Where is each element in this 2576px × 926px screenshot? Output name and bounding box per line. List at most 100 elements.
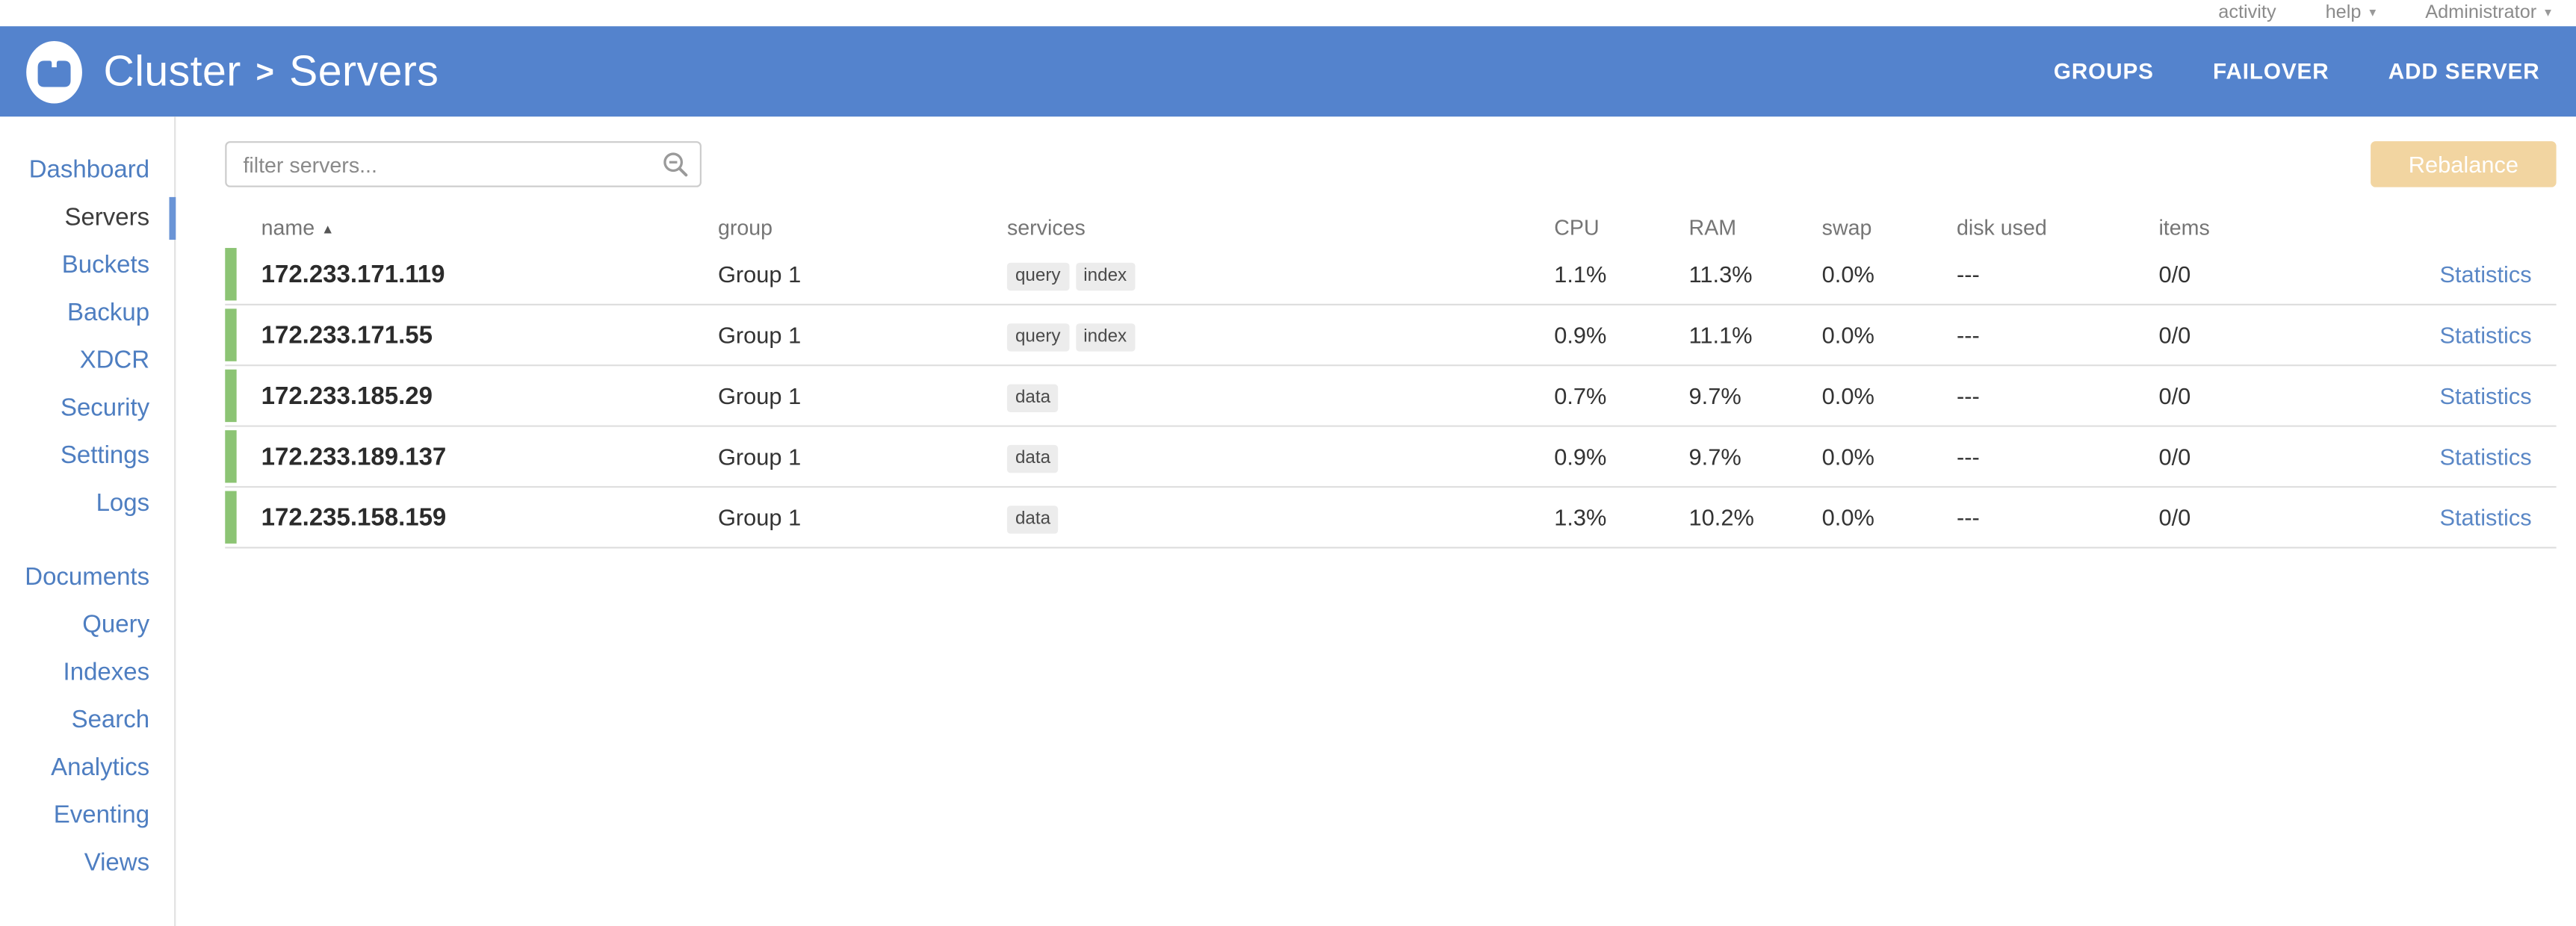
column-header-cpu[interactable]: CPU — [1554, 214, 1688, 239]
service-badge: query — [1007, 262, 1069, 290]
server-ram: 10.2% — [1689, 504, 1822, 530]
statistics-link[interactable]: Statistics — [2439, 322, 2531, 348]
administrator-menu-label: Administrator — [2425, 0, 2536, 26]
server-ram: 9.7% — [1689, 444, 1822, 470]
column-header-services[interactable]: services — [1007, 214, 1554, 239]
sidebar-item-buckets[interactable]: Buckets — [0, 241, 174, 289]
column-header-items[interactable]: items — [2158, 214, 2388, 239]
server-swap: 0.0% — [1822, 504, 1957, 530]
administrator-menu[interactable]: Administrator ▾ — [2425, 0, 2551, 26]
sidebar-nav: Dashboard Servers Buckets Backup XDCR Se… — [0, 116, 176, 926]
sidebar-item-views[interactable]: Views — [0, 839, 174, 887]
server-items: 0/0 — [2158, 322, 2388, 348]
server-cpu: 0.9% — [1554, 322, 1688, 348]
server-ram: 9.7% — [1689, 382, 1822, 408]
server-swap: 0.0% — [1822, 444, 1957, 470]
column-header-name[interactable]: name▲ — [225, 214, 718, 239]
couchbase-logo-icon — [22, 37, 87, 105]
server-name: 172.235.158.159 — [225, 503, 718, 531]
failover-button[interactable]: FAILOVER — [2213, 59, 2329, 84]
server-services: queryindex — [1007, 258, 1554, 290]
sidebar-item-label: Servers — [64, 204, 149, 232]
server-row[interactable]: 172.233.171.119 Group 1 queryindex 1.1% … — [225, 245, 2556, 305]
sidebar-item-eventing[interactable]: Eventing — [0, 792, 174, 839]
app-header: Cluster > Servers GROUPS FAILOVER ADD SE… — [0, 26, 2576, 116]
server-group: Group 1 — [718, 444, 1007, 470]
sidebar-item-label: XDCR — [80, 347, 149, 374]
column-header-label: swap — [1822, 214, 1872, 239]
servers-main-panel: Rebalance name▲ group services CPU RAM s… — [176, 116, 2576, 926]
sidebar-item-backup[interactable]: Backup — [0, 289, 174, 337]
sidebar-item-label: Eventing — [54, 801, 149, 829]
column-header-label: items — [2158, 214, 2209, 239]
server-row[interactable]: 172.233.185.29 Group 1 data 0.7% 9.7% 0.… — [225, 366, 2556, 426]
help-menu[interactable]: help ▾ — [2326, 0, 2377, 26]
sidebar-item-search[interactable]: Search — [0, 696, 174, 744]
server-disk-used: --- — [1957, 382, 2158, 408]
sidebar-item-logs[interactable]: Logs — [0, 479, 174, 527]
sidebar-item-query[interactable]: Query — [0, 601, 174, 649]
servers-table-header: name▲ group services CPU RAM swap disk u… — [225, 208, 2556, 244]
server-group: Group 1 — [718, 382, 1007, 408]
activity-link[interactable]: activity — [2218, 0, 2276, 26]
server-name: 172.233.185.29 — [225, 382, 718, 409]
column-header-label: RAM — [1689, 214, 1737, 239]
server-row[interactable]: 172.235.158.159 Group 1 data 1.3% 10.2% … — [225, 488, 2556, 548]
server-services: data — [1007, 441, 1554, 472]
sidebar-item-label: Dashboard — [29, 156, 149, 184]
service-badge: data — [1007, 383, 1059, 411]
sidebar-item-servers[interactable]: Servers — [0, 193, 174, 241]
server-items: 0/0 — [2158, 504, 2388, 530]
server-items: 0/0 — [2158, 444, 2388, 470]
sidebar-item-label: Analytics — [51, 753, 149, 781]
health-status-bar — [225, 370, 236, 422]
statistics-link[interactable]: Statistics — [2439, 504, 2531, 530]
sidebar-item-indexes[interactable]: Indexes — [0, 649, 174, 697]
column-header-group[interactable]: group — [718, 214, 1007, 239]
server-name: 172.233.171.119 — [225, 261, 718, 288]
column-header-disk-used[interactable]: disk used — [1957, 214, 2158, 239]
server-name: 172.233.189.137 — [225, 443, 718, 470]
breadcrumb-section: Cluster — [104, 46, 241, 97]
server-items: 0/0 — [2158, 382, 2388, 408]
server-row[interactable]: 172.233.189.137 Group 1 data 0.9% 9.7% 0… — [225, 427, 2556, 488]
groups-button[interactable]: GROUPS — [2054, 59, 2154, 84]
sidebar-item-dashboard[interactable]: Dashboard — [0, 146, 174, 194]
page-title: Servers — [289, 46, 439, 97]
rebalance-button[interactable]: Rebalance — [2371, 141, 2556, 187]
sidebar-item-analytics[interactable]: Analytics — [0, 744, 174, 792]
column-header-swap[interactable]: swap — [1822, 214, 1957, 239]
search-icon[interactable] — [662, 151, 688, 177]
sidebar-item-label: Documents — [25, 563, 149, 591]
server-items: 0/0 — [2158, 261, 2388, 288]
sidebar-item-security[interactable]: Security — [0, 385, 174, 432]
service-badge: data — [1007, 505, 1059, 532]
column-header-label: CPU — [1554, 214, 1599, 239]
server-services: data — [1007, 502, 1554, 533]
column-header-ram[interactable]: RAM — [1689, 214, 1822, 239]
sidebar-item-label: Buckets — [62, 251, 149, 279]
statistics-link[interactable]: Statistics — [2439, 444, 2531, 470]
add-server-button[interactable]: ADD SERVER — [2388, 59, 2540, 84]
sidebar-item-settings[interactable]: Settings — [0, 432, 174, 479]
sidebar-item-label: Backup — [67, 299, 149, 326]
server-disk-used: --- — [1957, 322, 2158, 348]
sidebar-item-xdcr[interactable]: XDCR — [0, 337, 174, 385]
server-swap: 0.0% — [1822, 322, 1957, 348]
server-disk-used: --- — [1957, 444, 2158, 470]
statistics-link[interactable]: Statistics — [2439, 261, 2531, 288]
active-item-indicator — [169, 197, 176, 240]
service-badge: index — [1075, 262, 1135, 290]
filter-servers-input[interactable] — [225, 141, 702, 187]
sidebar-item-label: Indexes — [64, 659, 150, 686]
server-ram: 11.3% — [1689, 261, 1822, 288]
column-header-label: services — [1007, 214, 1086, 239]
sidebar-item-label: Settings — [61, 442, 149, 470]
sidebar-item-documents[interactable]: Documents — [0, 553, 174, 601]
statistics-link[interactable]: Statistics — [2439, 382, 2531, 408]
breadcrumb: Cluster > Servers — [104, 46, 439, 97]
header-actions: GROUPS FAILOVER ADD SERVER — [2054, 59, 2576, 84]
filter-box — [225, 141, 702, 187]
server-row[interactable]: 172.233.171.55 Group 1 queryindex 0.9% 1… — [225, 305, 2556, 366]
server-group: Group 1 — [718, 504, 1007, 530]
